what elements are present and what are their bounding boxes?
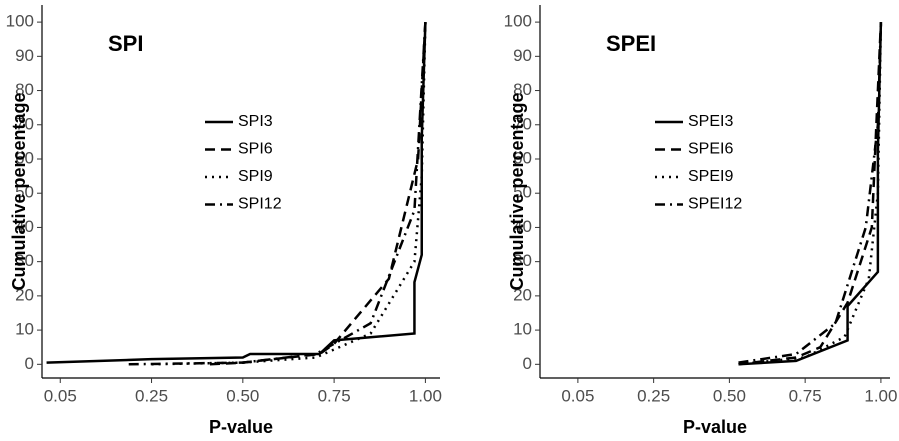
y-tick-label: 20 bbox=[15, 285, 34, 304]
panel-title: SPEI bbox=[606, 31, 656, 56]
y-tick-label: 50 bbox=[513, 183, 532, 202]
x-axis-title: P-value bbox=[209, 417, 273, 437]
x-axis-title: P-value bbox=[683, 417, 747, 437]
y-tick-label: 90 bbox=[15, 46, 34, 65]
legend-label: SPI6 bbox=[238, 141, 273, 158]
x-tick-label: 0.50 bbox=[226, 386, 259, 405]
data-line bbox=[738, 22, 883, 366]
x-tick-label: 0.05 bbox=[561, 386, 594, 405]
x-tick-label: 0.50 bbox=[713, 386, 746, 405]
y-tick-label: 70 bbox=[513, 114, 532, 133]
data-line bbox=[46, 22, 427, 364]
legend-label: SPEI12 bbox=[688, 196, 742, 213]
data-line bbox=[738, 22, 883, 366]
data-line bbox=[738, 22, 883, 364]
y-tick-label: 20 bbox=[513, 285, 532, 304]
y-tick-label: 100 bbox=[504, 12, 532, 31]
legend-label: SPI9 bbox=[238, 168, 273, 185]
y-tick-label: 100 bbox=[6, 12, 34, 31]
y-axis-title: Cumulative percentage bbox=[9, 92, 29, 290]
y-tick-label: 40 bbox=[15, 217, 34, 236]
data-line bbox=[209, 22, 427, 366]
x-tick-label: 1.00 bbox=[864, 386, 897, 405]
y-tick-label: 40 bbox=[513, 217, 532, 236]
legend-label: SPEI3 bbox=[688, 113, 733, 130]
data-line bbox=[738, 22, 883, 366]
x-tick-label: 0.25 bbox=[637, 386, 670, 405]
data-line bbox=[151, 22, 427, 366]
x-tick-label: 0.75 bbox=[789, 386, 822, 405]
panel-title: SPI bbox=[108, 31, 143, 56]
legend-label: SPEI9 bbox=[688, 168, 733, 185]
y-tick-label: 60 bbox=[513, 148, 532, 167]
data-line bbox=[128, 22, 427, 366]
y-tick-label: 30 bbox=[15, 251, 34, 270]
y-tick-label: 60 bbox=[15, 148, 34, 167]
legend-label: SPI3 bbox=[238, 113, 273, 130]
y-tick-label: 90 bbox=[513, 46, 532, 65]
y-tick-label: 80 bbox=[513, 80, 532, 99]
y-tick-label: 30 bbox=[513, 251, 532, 270]
y-tick-label: 80 bbox=[15, 80, 34, 99]
x-tick-label: 1.00 bbox=[409, 386, 442, 405]
y-tick-label: 70 bbox=[15, 114, 34, 133]
y-tick-label: 0 bbox=[25, 354, 34, 373]
x-tick-label: 0.75 bbox=[318, 386, 351, 405]
y-tick-label: 10 bbox=[15, 320, 34, 339]
y-tick-label: 10 bbox=[513, 320, 532, 339]
y-tick-label: 0 bbox=[523, 354, 532, 373]
y-axis-title: Cumulative percentage bbox=[507, 92, 527, 290]
legend-label: SPI12 bbox=[238, 196, 282, 213]
legend-label: SPEI6 bbox=[688, 141, 733, 158]
x-tick-label: 0.05 bbox=[44, 386, 77, 405]
x-tick-label: 0.25 bbox=[135, 386, 168, 405]
y-tick-label: 50 bbox=[15, 183, 34, 202]
